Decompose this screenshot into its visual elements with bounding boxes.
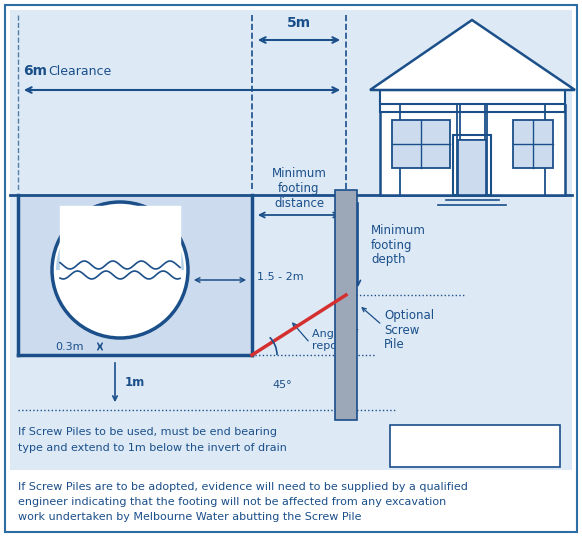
Bar bbox=[10, 415, 572, 470]
Bar bbox=[335, 190, 357, 420]
Text: 45°: 45° bbox=[272, 380, 292, 390]
Bar bbox=[453, 135, 491, 195]
Bar bbox=[392, 120, 450, 168]
Bar bbox=[380, 105, 565, 195]
Bar bbox=[380, 100, 565, 112]
Circle shape bbox=[52, 202, 188, 338]
Text: 1.5 - 2m: 1.5 - 2m bbox=[257, 272, 304, 282]
Bar bbox=[513, 120, 553, 168]
Text: type and extend to 1m below the invert of drain: type and extend to 1m below the invert o… bbox=[18, 443, 287, 453]
Text: Diagram not to scale: Diagram not to scale bbox=[413, 439, 537, 453]
Polygon shape bbox=[370, 20, 575, 90]
Text: 1m: 1m bbox=[125, 376, 146, 389]
Text: 5m: 5m bbox=[287, 16, 311, 30]
Bar bbox=[10, 10, 572, 415]
Bar bbox=[18, 195, 252, 355]
Text: work undertaken by Melbourne Water abutting the Screw Pile: work undertaken by Melbourne Water abutt… bbox=[18, 512, 361, 522]
Text: engineer indicating that the footing will not be affected from any excavation: engineer indicating that the footing wil… bbox=[18, 497, 446, 507]
Bar bbox=[458, 140, 486, 195]
Wedge shape bbox=[56, 206, 184, 270]
Text: Clearance: Clearance bbox=[48, 65, 111, 78]
Text: Minimum
footing
depth: Minimum footing depth bbox=[371, 223, 426, 266]
Text: Trench Area: Trench Area bbox=[95, 217, 175, 230]
Text: If Screw Piles are to be adopted, evidence will need to be supplied by a qualifi: If Screw Piles are to be adopted, eviden… bbox=[18, 482, 468, 492]
Text: Minimum
footing
distance: Minimum footing distance bbox=[272, 167, 327, 210]
Text: If Screw Piles to be used, must be end bearing: If Screw Piles to be used, must be end b… bbox=[18, 427, 277, 437]
Text: Angle of
repose: Angle of repose bbox=[312, 329, 358, 351]
Text: 0.3m: 0.3m bbox=[55, 342, 83, 352]
Text: Optional
Screw
Pile: Optional Screw Pile bbox=[384, 308, 434, 352]
Text: 6m: 6m bbox=[23, 64, 47, 78]
Bar bbox=[380, 90, 565, 104]
Bar bbox=[390, 425, 560, 467]
Bar bbox=[458, 140, 486, 195]
